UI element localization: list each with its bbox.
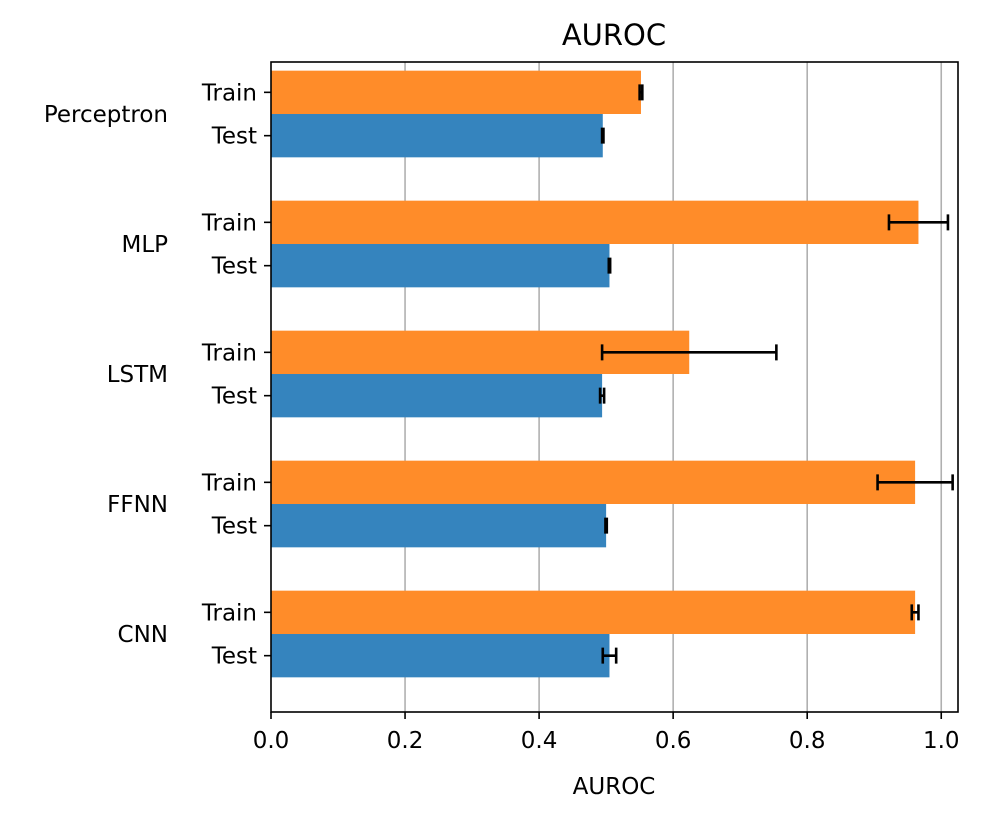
chart-title: AUROC bbox=[562, 18, 666, 52]
bar-mlp-test bbox=[271, 244, 610, 288]
y-tick-label-train: Train bbox=[201, 600, 257, 626]
y-tick-label-test: Test bbox=[211, 254, 257, 280]
y-tick-label-test: Test bbox=[211, 384, 257, 410]
error-bar-ffnn-test bbox=[604, 517, 609, 534]
error-bar-lstm-train bbox=[600, 344, 778, 361]
x-tick-label: 0.6 bbox=[655, 728, 692, 754]
y-tick-label-train: Train bbox=[201, 470, 257, 496]
y-tick-label-test: Test bbox=[211, 124, 257, 150]
error-bar-perceptron-test bbox=[600, 127, 605, 144]
bar-ffnn-test bbox=[271, 504, 607, 548]
y-tick-label-test: Test bbox=[211, 514, 257, 540]
plot-frame bbox=[270, 61, 959, 713]
model-label-mlp: MLP bbox=[121, 232, 168, 258]
model-label-ffnn: FFNN bbox=[107, 492, 168, 518]
error-bar-ffnn-train bbox=[876, 474, 954, 491]
error-bar-lstm-test bbox=[598, 387, 606, 404]
y-axis: Train Test Perceptron Train Test MLP Train Test… bbox=[44, 80, 271, 670]
x-tick-label: 0.4 bbox=[521, 728, 558, 754]
x-axis-label: AUROC bbox=[573, 774, 656, 800]
error-bar-cnn-train bbox=[910, 604, 920, 621]
bar-perceptron-train bbox=[271, 70, 641, 114]
y-tick-label-train: Train bbox=[201, 210, 257, 236]
bars bbox=[271, 70, 919, 678]
model-label-lstm: LSTM bbox=[107, 362, 168, 388]
bar-mlp-train bbox=[271, 200, 919, 244]
error-bar-perceptron-train bbox=[638, 84, 644, 101]
x-axis: 0.0 0.2 0.4 0.6 0.8 1.0 bbox=[253, 712, 960, 754]
bar-lstm-test bbox=[271, 374, 603, 418]
x-tick-label: 1.0 bbox=[923, 728, 960, 754]
error-bars bbox=[598, 84, 954, 664]
bar-cnn-train bbox=[271, 590, 916, 634]
error-bar-mlp-train bbox=[887, 214, 950, 231]
error-bar-cnn-test bbox=[601, 647, 618, 664]
bar-ffnn-train bbox=[271, 460, 916, 504]
bar-cnn-test bbox=[271, 634, 610, 678]
x-tick-label: 0.8 bbox=[789, 728, 826, 754]
x-tick-label: 0.2 bbox=[387, 728, 424, 754]
model-label-cnn: CNN bbox=[118, 622, 168, 648]
x-tick-label: 0.0 bbox=[253, 728, 290, 754]
model-label-perceptron: Perceptron bbox=[44, 102, 168, 128]
bar-perceptron-test bbox=[271, 114, 603, 158]
y-tick-label-train: Train bbox=[201, 340, 257, 366]
error-bar-mlp-test bbox=[607, 257, 612, 274]
y-tick-label-train: Train bbox=[201, 80, 257, 106]
y-tick-label-test: Test bbox=[211, 644, 257, 670]
